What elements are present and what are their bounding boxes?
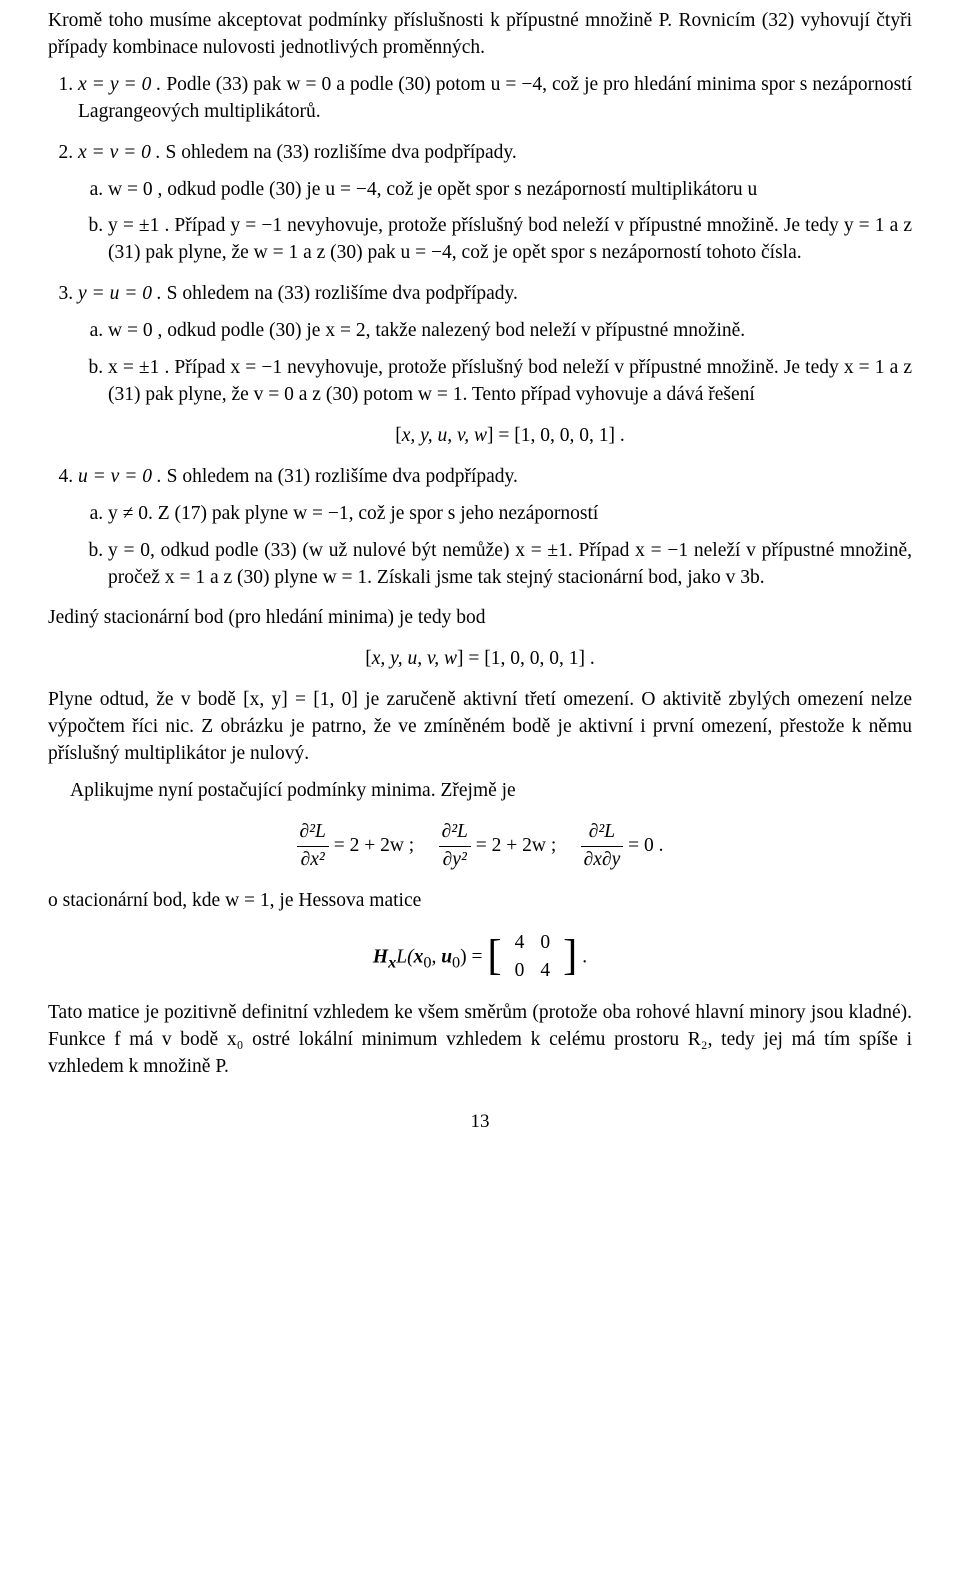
sub-item-3b: x = ±1 . Případ x = −1 nevyhovuje, proto… bbox=[108, 355, 912, 450]
solution-mid-display: [x, y, u, v, w] = [1, 0, 0, 0, 1] . bbox=[48, 646, 912, 673]
post-paragraph-1: Plyne odtud, že v bodě [x, y] = [1, 0] j… bbox=[48, 687, 912, 768]
frac-d2L-dx2: ∂²L ∂x² bbox=[297, 819, 329, 874]
frac-num: ∂²L bbox=[439, 819, 471, 847]
hessian-matrix: [ 4 0 0 4 ] bbox=[487, 929, 577, 987]
hess-H: H bbox=[373, 946, 388, 967]
eq-rhs-2: = 2 + 2w ; bbox=[471, 835, 556, 856]
sub-list-4: y ≠ 0. Z (17) pak plyne w = −1, což je s… bbox=[78, 501, 912, 592]
list-item-3: y = u = 0 . S ohledem na (33) rozlišíme … bbox=[78, 281, 912, 450]
matrix-cell: 0 bbox=[532, 929, 558, 958]
sub-list-2: w = 0 , odkud podle (30) je u = −4, což … bbox=[78, 177, 912, 268]
eq-rhs-1: = 2 + 2w ; bbox=[329, 835, 414, 856]
frac-den: ∂y² bbox=[439, 847, 471, 874]
hessian-intro-line: o stacionární bod, kde w = 1, je Hessova… bbox=[48, 888, 912, 915]
main-ordered-list: x = y = 0 . Podle (33) pak w = 0 a podle… bbox=[48, 72, 912, 592]
frac-d2L-dy2: ∂²L ∂y² bbox=[439, 819, 471, 874]
item3-lead: y = u = 0 . bbox=[78, 283, 162, 304]
sub-item-4b: y = 0, odkud podle (33) (w už nulové být… bbox=[108, 538, 912, 592]
intro-paragraph: Kromě toho musíme akceptovat podmínky př… bbox=[48, 8, 912, 62]
frac-den: ∂x∂y bbox=[581, 847, 624, 874]
hess-close: ) = bbox=[460, 946, 487, 967]
matrix-cell: 0 bbox=[507, 957, 533, 986]
item4-lead: u = v = 0 . bbox=[78, 466, 162, 487]
frac-d2L-dxdy: ∂²L ∂x∂y bbox=[581, 819, 624, 874]
partials-display: ∂²L ∂x² = 2 + 2w ; ∂²L ∂y² = 2 + 2w ; ∂²… bbox=[48, 819, 912, 874]
sub-item-4a: y ≠ 0. Z (17) pak plyne w = −1, což je s… bbox=[108, 501, 912, 528]
final-paragraph: Tato matice je pozitivně definitní vzhle… bbox=[48, 1000, 912, 1081]
matrix-cell: 4 bbox=[532, 957, 558, 986]
hess-L: L( bbox=[396, 946, 413, 967]
sub-item-3a: w = 0 , odkud podle (30) je x = 2, takže… bbox=[108, 318, 912, 345]
item4-body: S ohledem na (31) rozlišíme dva podpřípa… bbox=[162, 466, 518, 487]
list-item-1: x = y = 0 . Podle (33) pak w = 0 a podle… bbox=[78, 72, 912, 126]
hess-sub-x: x bbox=[388, 953, 396, 971]
eq-rhs-3: = 0 . bbox=[623, 835, 663, 856]
frac-den: ∂x² bbox=[297, 847, 329, 874]
hess-sub0b: 0 bbox=[452, 953, 460, 971]
item1-body: Podle (33) pak w = 0 a podle (30) potom … bbox=[78, 74, 912, 122]
page-number: 13 bbox=[48, 1109, 912, 1135]
sub-item-2a: w = 0 , odkud podle (30) je u = −4, což … bbox=[108, 177, 912, 204]
sub-item-3b-text: x = ±1 . Případ x = −1 nevyhovuje, proto… bbox=[108, 357, 912, 405]
list-item-2: x = v = 0 . S ohledem na (33) rozlišíme … bbox=[78, 140, 912, 268]
hess-u0: u bbox=[441, 946, 452, 967]
item1-lead: x = y = 0 . bbox=[78, 74, 161, 95]
hess-period: . bbox=[577, 946, 587, 967]
item2-lead: x = v = 0 . bbox=[78, 142, 161, 163]
hess-x0: x bbox=[414, 946, 424, 967]
post-paragraph-2: Aplikujme nyní postačující podmínky mini… bbox=[48, 778, 912, 805]
matrix-cell: 4 bbox=[507, 929, 533, 958]
item2-body: S ohledem na (33) rozlišíme dva podpřípa… bbox=[161, 142, 517, 163]
hess-comma: , bbox=[431, 946, 441, 967]
hessian-display: HxL(x0, u0) = [ 4 0 0 4 ] . bbox=[48, 929, 912, 987]
solution-3b-display: [x, y, u, v, w] = [1, 0, 0, 0, 1] . bbox=[108, 423, 912, 450]
sub-list-3: w = 0 , odkud podle (30) je x = 2, takže… bbox=[78, 318, 912, 450]
after-list-paragraph: Jediný stacionární bod (pro hledání mini… bbox=[48, 605, 912, 632]
item3-body: S ohledem na (33) rozlišíme dva podpřípa… bbox=[162, 283, 518, 304]
sub-item-2b: y = ±1 . Případ y = −1 nevyhovuje, proto… bbox=[108, 213, 912, 267]
list-item-4: u = v = 0 . S ohledem na (31) rozlišíme … bbox=[78, 464, 912, 592]
frac-num: ∂²L bbox=[581, 819, 624, 847]
frac-num: ∂²L bbox=[297, 819, 329, 847]
